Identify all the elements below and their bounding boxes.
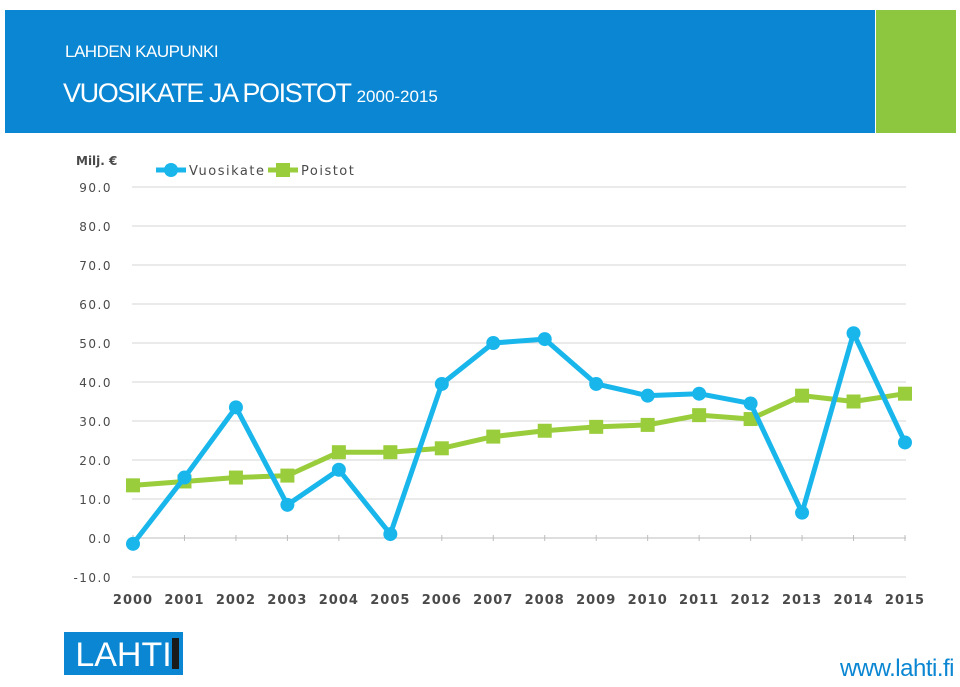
x-tick-label: 2014 [833, 593, 873, 608]
data-point-vuosikate [589, 376, 604, 391]
title-years: 2000-2015 [356, 87, 438, 106]
y-tick-label: 0.0 [88, 532, 112, 546]
x-tick-label: 2007 [473, 593, 513, 608]
data-point-vuosikate [126, 536, 140, 551]
x-tick-label: 2002 [216, 593, 256, 608]
x-tick-label: 2006 [422, 593, 462, 608]
data-point-poistot [795, 388, 810, 403]
data-point-poistot [280, 468, 295, 483]
data-point-poistot [589, 419, 604, 434]
data-point-poistot [846, 394, 861, 409]
y-tick-label: 10.0 [79, 493, 112, 507]
data-point-poistot [126, 478, 140, 493]
data-point-vuosikate [640, 388, 655, 403]
data-point-vuosikate [846, 326, 861, 341]
y-tick-label: 30.0 [79, 415, 112, 429]
data-point-vuosikate [383, 527, 398, 542]
data-point-poistot [692, 408, 707, 423]
data-point-poistot [331, 445, 346, 460]
x-tick-label: 2004 [319, 593, 359, 608]
header-banner [5, 10, 875, 133]
lahti-logo: LAHTI [64, 632, 183, 675]
data-point-vuosikate [795, 505, 810, 520]
data-point-poistot [898, 386, 912, 401]
data-point-vuosikate [177, 470, 192, 485]
legend-label-poistot: Poistot [301, 164, 355, 179]
data-point-poistot [640, 417, 655, 432]
data-point-vuosikate [434, 376, 449, 391]
data-point-vuosikate [331, 462, 346, 477]
website-url: www.lahti.fi [839, 655, 955, 682]
x-tick-label: 2011 [679, 593, 719, 608]
legend-marker-poistot [276, 163, 290, 177]
header-accent-bar [876, 10, 956, 133]
legend-label-vuosikate: Vuosikate [189, 164, 265, 179]
x-tick-label: 2009 [576, 593, 616, 608]
y-tick-label: 70.0 [79, 259, 112, 273]
y-tick-label: -10.0 [73, 571, 112, 585]
x-tick-label: 2001 [164, 593, 204, 608]
data-point-vuosikate [743, 396, 758, 411]
x-tick-label: 2003 [267, 593, 307, 608]
x-tick-label: 2015 [885, 593, 925, 608]
data-point-poistot [537, 423, 552, 438]
x-tick-label: 2012 [731, 593, 771, 608]
x-tick-label: 2005 [370, 593, 410, 608]
logo-bar [172, 638, 179, 669]
data-point-poistot [383, 445, 398, 460]
y-tick-label: 50.0 [79, 337, 112, 351]
org-name: LAHDEN KAUPUNKI [65, 42, 219, 61]
y-tick-label: 40.0 [79, 376, 112, 390]
data-point-vuosikate [692, 386, 707, 401]
y-tick-label: 80.0 [79, 220, 112, 234]
y-tick-label: 60.0 [79, 298, 112, 312]
page-title: VUOSIKATE JA POISTOT 2000-2015 [63, 78, 438, 109]
title-main: VUOSIKATE JA POISTOT [63, 78, 352, 108]
y-axis-label: Milj. € [76, 154, 117, 168]
logo-text: LAHTI [75, 636, 172, 674]
legend-marker-vuosikate [164, 163, 178, 177]
series-line-poistot [132, 391, 906, 488]
data-point-vuosikate [898, 435, 912, 450]
x-tick-label: 2008 [525, 593, 565, 608]
data-point-vuosikate [228, 400, 243, 415]
y-tick-label: 20.0 [79, 454, 112, 468]
x-tick-label: 2010 [628, 593, 668, 608]
data-point-poistot [228, 470, 243, 485]
data-point-poistot [486, 429, 501, 444]
data-point-vuosikate [537, 332, 552, 347]
line-chart: 90.0 80.0 70.0 60.0 50.0 40.0 30.0 20.0 10.0 0.0 -… [73, 154, 925, 608]
data-point-vuosikate [486, 336, 501, 350]
series-line-vuosikate [131, 330, 908, 546]
data-point-poistot [434, 441, 449, 456]
y-tick-label: 90.0 [79, 181, 112, 195]
x-tick-label: 2000 [113, 593, 153, 608]
data-point-vuosikate [280, 497, 295, 512]
x-tick-label: 2013 [782, 593, 822, 608]
